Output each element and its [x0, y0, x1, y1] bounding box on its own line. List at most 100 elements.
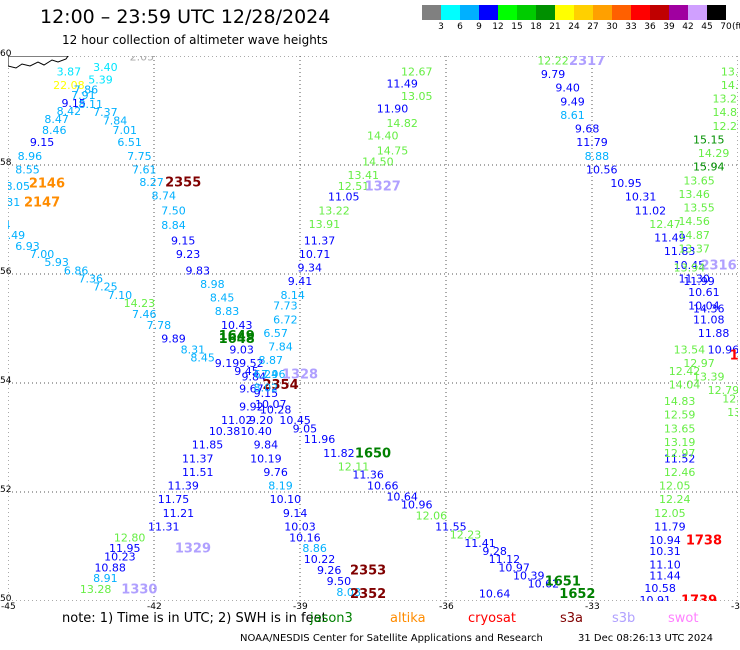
- legend-tick-label: 27: [587, 22, 599, 32]
- wave-height-label: 12.67: [401, 65, 433, 78]
- satellite-altika: altika: [390, 611, 426, 626]
- wave-height-label: 12.05: [654, 507, 686, 520]
- wave-height-label: 8.83: [215, 305, 240, 318]
- legend-tick-label: 33: [625, 22, 637, 32]
- wave-height-label: 7.78: [147, 319, 172, 332]
- wave-height-label: 10.62: [528, 578, 560, 591]
- wave-height-label: 10.03: [284, 520, 316, 533]
- wave-height-label: 12.59: [664, 409, 696, 422]
- legend-swatch: [460, 5, 479, 20]
- wave-height-label: 12.84: [722, 392, 738, 405]
- wave-height-label: 14.83: [713, 106, 738, 119]
- wave-height-label: 9.28: [482, 545, 507, 558]
- legend-tick-label: 9: [476, 22, 482, 32]
- wave-height-label: 7.50: [161, 204, 186, 217]
- legend-swatch: [650, 5, 669, 20]
- wave-height-label: 10.04: [688, 300, 720, 313]
- wave-height-label: 13.46: [678, 188, 710, 201]
- wave-height-label: 14.56: [678, 215, 710, 228]
- wave-height-label: 8.05: [8, 180, 30, 193]
- wave-height-label: 9.26: [317, 564, 342, 577]
- wave-height-label: 10.94: [649, 534, 681, 547]
- wave-height-label: 9.76: [263, 466, 288, 479]
- wave-height-label: 7.01: [113, 124, 138, 137]
- wave-height-label: 8.45: [190, 351, 215, 364]
- legend-tick-label: 42: [682, 22, 694, 32]
- wave-height-label: 10.31: [625, 191, 657, 204]
- pass-time-label: 1330: [121, 583, 157, 598]
- wave-height-label: 9.15: [30, 136, 55, 149]
- wave-height-label: 7.84: [103, 114, 128, 127]
- wave-height-label: 14.23: [124, 297, 156, 310]
- wave-height-label: 3.87: [57, 65, 82, 78]
- wave-height-label: 7.36: [78, 272, 103, 285]
- wave-height-label: 10.64: [386, 490, 418, 503]
- wave-height-label: 14.82: [386, 117, 418, 130]
- wave-height-label: 8.74: [151, 190, 176, 203]
- wave-height-label: 9.05: [293, 422, 318, 435]
- wave-height-label: 11.05: [328, 191, 360, 204]
- wave-height-label: 9.79: [541, 68, 566, 81]
- wave-height-label: 9.34: [297, 262, 322, 275]
- wave-height-label: 7.37: [93, 106, 118, 119]
- lat-label: 60: [0, 49, 12, 59]
- wave-height-label: 14.29: [698, 147, 730, 160]
- wave-height-label: 7.00: [30, 248, 55, 261]
- wave-height-label: 9.67: [239, 383, 264, 396]
- wave-height-label: 7.75: [127, 150, 152, 163]
- wave-height-label: 10.16: [289, 531, 321, 544]
- wave-height-label: 12.46: [664, 466, 696, 479]
- pass-time-label: 2354: [262, 378, 298, 393]
- legend-tick-label: 15: [511, 22, 523, 32]
- wave-height-label: 7.61: [132, 163, 157, 176]
- wave-height-label: 11.96: [304, 433, 336, 446]
- wave-height-label: 10.64: [479, 587, 511, 600]
- wave-height-label: 6.86: [64, 264, 89, 277]
- wave-height-label: 11.75: [158, 493, 190, 506]
- wave-height-label: 10.56: [586, 163, 618, 176]
- wave-height-label: 11.99: [683, 275, 715, 288]
- wave-height-label: 8.31: [8, 196, 20, 209]
- legend-tick-label: 3: [438, 22, 444, 32]
- wave-height-label: 8.86: [302, 542, 327, 555]
- wave-height-label: 9.52: [239, 357, 264, 370]
- wave-height-label: 10.38: [209, 425, 241, 438]
- satellite-s3b: s3b: [612, 611, 636, 626]
- wave-height-label: 14.04: [669, 379, 701, 392]
- pass-time-label: 2146: [29, 177, 65, 192]
- legend-tick-label: 18: [530, 22, 542, 32]
- legend-swatch: [688, 5, 707, 20]
- legend-swatch: [669, 5, 688, 20]
- wave-height-label: 11.21: [163, 507, 195, 520]
- wave-height-label: 11.51: [182, 466, 214, 479]
- wave-height-label: 10.61: [688, 286, 720, 299]
- wave-height-label: 9.89: [161, 332, 186, 345]
- wave-height-label: 13.27: [713, 93, 738, 106]
- wave-height-label: 11.52: [664, 452, 696, 465]
- wave-height-label: 10.58: [644, 582, 676, 595]
- wave-height-label: 9.84: [242, 371, 267, 384]
- legend-swatch: [555, 5, 574, 20]
- wave-height-label: 13.5: [721, 65, 738, 78]
- wave-height-label: 13.82: [727, 406, 738, 419]
- wave-height-label: 7.25: [93, 281, 118, 294]
- wave-height-label: 13.91: [309, 218, 341, 231]
- satellite-swot: swot: [668, 611, 699, 626]
- wave-height-label: 9.14: [283, 507, 308, 520]
- lon-label: -39: [293, 602, 308, 612]
- wave-height-label: 9.20: [249, 414, 274, 427]
- pass-time-label: 2147: [24, 196, 60, 211]
- wave-height-label: 9.19: [215, 357, 240, 370]
- wave-height-label: 8.88: [585, 150, 610, 163]
- wave-height-label: 11.37: [182, 452, 214, 465]
- legend-swatch: [707, 5, 726, 20]
- wave-height-label: 14.75: [377, 144, 409, 157]
- lon-label: -36: [439, 602, 454, 612]
- wave-height-label: 13.22: [318, 204, 350, 217]
- satellite-cryosat: cryosat: [468, 611, 516, 626]
- wave-height-label: 12.42: [669, 365, 701, 378]
- wave-height-label: 8.46: [42, 124, 67, 137]
- wave-height-label: 8.02: [254, 381, 279, 394]
- wave-height-label: 8.14: [280, 289, 305, 302]
- pass-time-label: 1328: [282, 367, 318, 382]
